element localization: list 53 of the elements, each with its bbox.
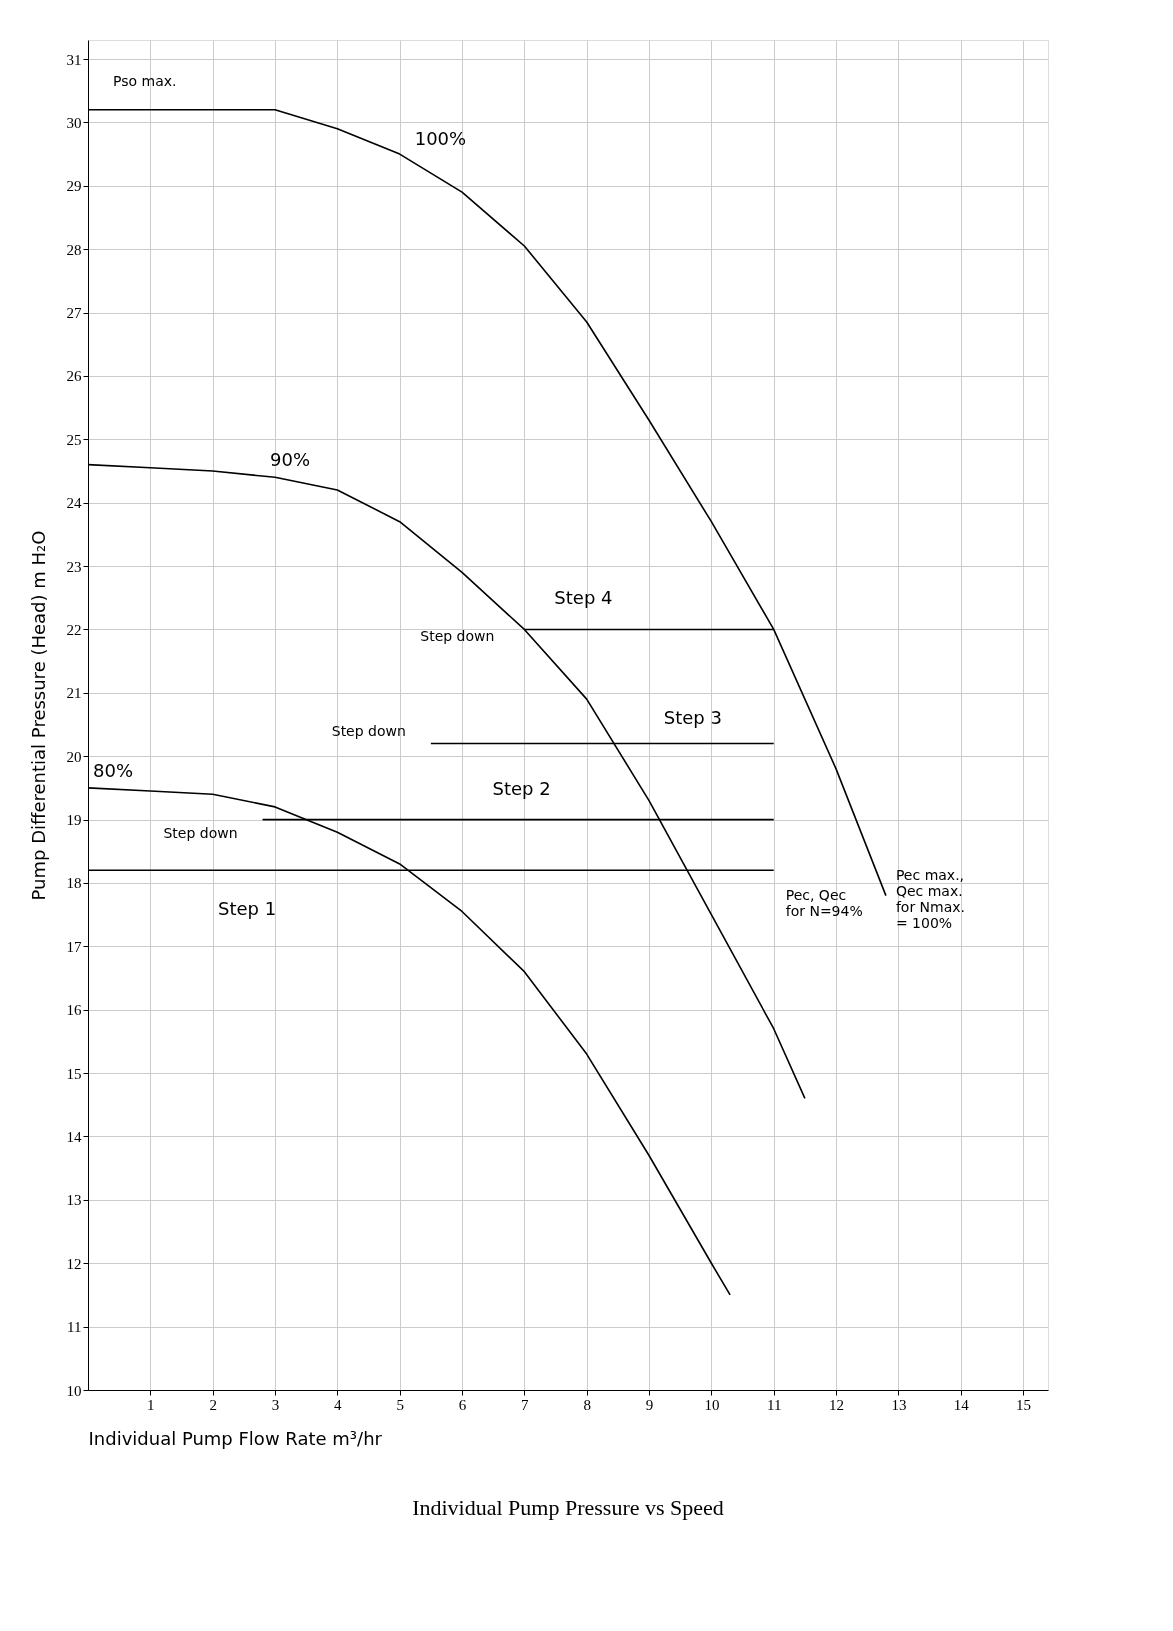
x-tick-label: 2 xyxy=(209,1396,217,1413)
x-tick-label: 8 xyxy=(583,1396,591,1413)
y-tick-label: 19 xyxy=(66,812,82,829)
x-tick-label: 1 xyxy=(147,1396,155,1413)
annotation: Step down xyxy=(163,824,238,841)
x-tick-label: 11 xyxy=(766,1396,782,1413)
y-tick-label: 13 xyxy=(66,1192,82,1209)
series-label: 100% xyxy=(414,128,467,150)
y-tick-label: 21 xyxy=(66,685,82,702)
x-tick-label: 6 xyxy=(458,1396,467,1413)
y-tick-label: 20 xyxy=(66,748,82,765)
legend-label: 80% xyxy=(93,759,134,781)
y-tick-label: 28 xyxy=(66,241,82,258)
text: Individual Pump Pressure vs Speed xyxy=(412,1495,724,1520)
y-tick-label: 23 xyxy=(66,558,82,575)
y-tick-label: 16 xyxy=(66,1002,82,1019)
y-tick-label: 22 xyxy=(66,621,82,638)
x-tick-label: 13 xyxy=(891,1396,907,1413)
y-tick-label: 29 xyxy=(66,178,82,195)
x-tick-label: 4 xyxy=(334,1396,343,1413)
y-axis-title: Pump Differential Pressure (Head) m H₂O xyxy=(27,530,49,901)
series-label: Step 2 xyxy=(492,777,551,799)
y-tick-label: 17 xyxy=(66,938,82,955)
y-tick-label: 25 xyxy=(66,431,82,448)
series-label: 90% xyxy=(270,449,311,471)
y-tick-label: 24 xyxy=(66,495,82,512)
y-tick-label: 11 xyxy=(67,1319,82,1336)
series-label: Step 3 xyxy=(663,706,722,728)
annotation: Pec max., Qec max. for Nmax. = 100% xyxy=(895,866,966,931)
x-axis-title: Individual Pump Flow Rate m³/hr xyxy=(88,1427,383,1449)
annotation: Pec, Qec for N=94% xyxy=(785,887,863,920)
y-tick-label: 31 xyxy=(66,51,82,68)
y-tick-label: 26 xyxy=(66,368,82,385)
y-tick-label: 30 xyxy=(66,114,82,131)
y-tick-label: 15 xyxy=(66,1065,82,1082)
x-tick-label: 7 xyxy=(521,1396,530,1413)
y-tick-label: 14 xyxy=(66,1128,82,1145)
x-tick-label: 15 xyxy=(1016,1396,1032,1413)
series-label: Step 1 xyxy=(218,898,277,920)
annotation: Step down xyxy=(420,628,495,645)
annotation: Step down xyxy=(331,722,406,739)
y-tick-label: 10 xyxy=(66,1382,82,1399)
x-tick-label: 3 xyxy=(271,1396,280,1413)
series-label: Step 4 xyxy=(554,587,613,609)
y-tick-label: 27 xyxy=(66,305,82,322)
y-tick-label: 12 xyxy=(66,1255,82,1272)
x-tick-label: 12 xyxy=(829,1396,845,1413)
x-tick-label: 14 xyxy=(953,1396,970,1413)
annotation: Pso max. xyxy=(113,72,177,89)
y-tick-label: 18 xyxy=(66,875,82,892)
x-tick-label: 9 xyxy=(645,1396,654,1413)
x-tick-label: 10 xyxy=(704,1396,720,1413)
x-tick-label: 5 xyxy=(396,1396,404,1413)
